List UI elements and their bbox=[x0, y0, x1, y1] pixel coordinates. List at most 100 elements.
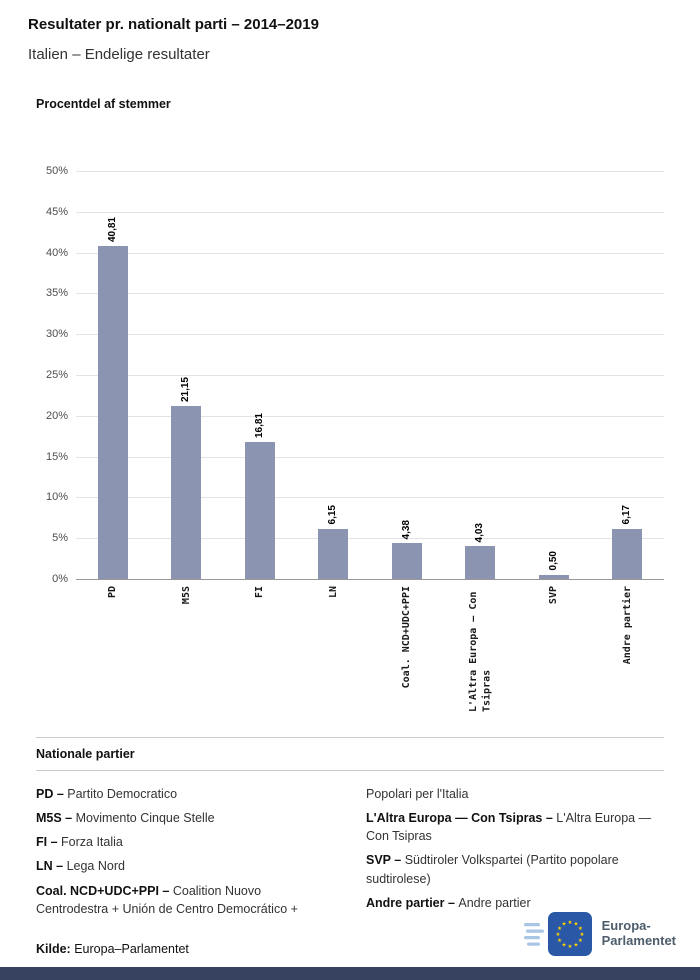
y-axis-tick-label: 40% bbox=[45, 246, 68, 259]
bar-columns: 40,81 21,15 16,81 6,15 4,38 4,03 0,50 6,17 bbox=[76, 171, 664, 579]
european-parliament-logo: ★ ★ ★ ★ ★ ★ ★ ★ ★ ★ ★ ★ Europa- Parlamen… bbox=[523, 912, 676, 956]
bar-value-label: 21,15 bbox=[180, 377, 192, 403]
bar bbox=[391, 543, 422, 579]
y-axis-tick-label: 20% bbox=[45, 409, 68, 422]
bar-value-label: 4,03 bbox=[474, 522, 486, 543]
y-axis-tick-label: 15% bbox=[45, 450, 68, 463]
svg-text:★: ★ bbox=[567, 944, 572, 950]
legend-item: M5S – Movimento Cinque Stelle bbox=[36, 811, 215, 826]
bar-value-label: 6,17 bbox=[621, 505, 633, 525]
svg-text:★: ★ bbox=[579, 932, 584, 938]
svg-text:★: ★ bbox=[557, 926, 562, 932]
bar-column: 4,03 bbox=[444, 171, 518, 579]
svg-text:★: ★ bbox=[567, 920, 572, 926]
legend-item: SVP – Südtiroler Volkspartei (Partito po… bbox=[366, 853, 619, 886]
bar bbox=[465, 546, 496, 579]
bar-value-label: 40,81 bbox=[106, 216, 118, 242]
source-value: Europa–Parlamentet bbox=[74, 942, 189, 956]
bar bbox=[318, 528, 349, 579]
legend-item: Andre partier – Andre partier bbox=[366, 895, 531, 910]
bar-column: 21,15 bbox=[150, 171, 224, 579]
y-axis-tick-label: 0% bbox=[52, 573, 68, 585]
gridline bbox=[76, 252, 664, 254]
svg-text:★: ★ bbox=[578, 938, 583, 944]
legend-item: LN – Lega Nord bbox=[36, 859, 125, 874]
report-header: Resultater pr. nationalt parti – 2014–20… bbox=[0, 0, 700, 63]
gridline bbox=[76, 171, 664, 172]
y-axis-tick-label: 5% bbox=[52, 532, 68, 545]
bar-value-label: 6,15 bbox=[327, 505, 339, 525]
page-title: Resultater pr. nationalt parti – 2014–20… bbox=[28, 16, 319, 33]
legend-item: PD – Partito Democratico bbox=[36, 787, 178, 801]
x-axis-label: M5S bbox=[180, 586, 192, 605]
bar-column: 6,15 bbox=[297, 171, 371, 579]
bar bbox=[97, 246, 128, 579]
plot-column: 40,81 21,15 16,81 6,15 4,38 4,03 0,50 6,17 PD M5… bbox=[76, 171, 664, 717]
bar-column: 40,81 bbox=[76, 171, 150, 579]
x-axis-label: L'Altra Europa — Con Tsipras bbox=[467, 591, 493, 712]
x-axis-label: FI bbox=[254, 586, 265, 599]
x-axis-label: Coal. NCD+UDC+PPI bbox=[401, 586, 412, 689]
x-axis-baseline bbox=[76, 579, 664, 580]
bar-column: 0,50 bbox=[517, 171, 591, 579]
svg-text:★: ★ bbox=[561, 942, 566, 948]
legend-item: Coal. NCD+UDC+PPI – Coalition Nuovo Cent… bbox=[36, 883, 298, 916]
x-axis-label: LN bbox=[327, 586, 339, 599]
svg-text:★: ★ bbox=[557, 938, 562, 944]
x-axis-label: PD bbox=[107, 586, 118, 599]
bar bbox=[538, 574, 569, 579]
gridline bbox=[76, 497, 664, 499]
x-axis-label: Andre partier bbox=[621, 586, 633, 665]
bar-column: 4,38 bbox=[370, 171, 444, 579]
bar-value-label: 4,38 bbox=[400, 519, 412, 540]
legend-item: L'Altra Europa — Con Tsipras – L'Altra E… bbox=[366, 811, 652, 844]
y-axis-tick-label: 10% bbox=[45, 491, 68, 504]
legend-column: Popolari per l'Italia L'Altra Europa — Co… bbox=[366, 785, 664, 924]
bar-column: 16,81 bbox=[223, 171, 297, 579]
bar-column: 6,17 bbox=[591, 171, 665, 579]
source-line: Kilde: Europa–Parlamentet bbox=[36, 942, 189, 956]
gridline bbox=[76, 375, 664, 376]
logo-wordmark: Europa- Parlamentet bbox=[601, 918, 676, 949]
chart-title: Procentdel af stemmer bbox=[36, 97, 171, 111]
legend-columns: PD – Partito Democratico M5S – Movimento … bbox=[36, 771, 664, 924]
x-axis-label-cell: Coal. NCD+UDC+PPI bbox=[370, 579, 444, 717]
x-axis-label-cell: L'Altra Europa — Con Tsipras bbox=[444, 579, 518, 717]
svg-text:★: ★ bbox=[573, 942, 578, 948]
svg-text:★: ★ bbox=[555, 932, 560, 938]
x-axis-label-cell: SVP bbox=[517, 579, 591, 717]
plot-area: 40,81 21,15 16,81 6,15 4,38 4,03 0,50 6,17 bbox=[76, 171, 664, 580]
bar-value-label: 16,81 bbox=[253, 412, 265, 438]
national-parties-section: Nationale partier PD – Partito Democrati… bbox=[36, 737, 664, 924]
bottom-accent-bar bbox=[0, 967, 700, 980]
eu-flag-icon: ★ ★ ★ ★ ★ ★ ★ ★ ★ ★ ★ ★ bbox=[523, 912, 592, 956]
legend-column: PD – Partito Democratico M5S – Movimento … bbox=[36, 785, 334, 924]
svg-text:★: ★ bbox=[561, 922, 566, 928]
x-axis-label-cell: PD bbox=[76, 579, 150, 717]
bar bbox=[171, 406, 202, 579]
y-axis-tick-label: 35% bbox=[45, 287, 68, 300]
x-axis-label-cell: LN bbox=[297, 579, 371, 717]
y-axis-tick-label: 30% bbox=[45, 328, 68, 341]
y-axis-tick-label: 25% bbox=[45, 369, 68, 381]
gridline bbox=[76, 334, 664, 336]
chart-grid: 50% 45% 40% 35% 30% 25% 20% 15% 10% 5% 0% 40,81 21,… bbox=[36, 165, 664, 717]
x-axis-label-cell: M5S bbox=[150, 579, 224, 717]
y-axis: 50% 45% 40% 35% 30% 25% 20% 15% 10% 5% 0% bbox=[36, 165, 76, 585]
bar bbox=[244, 441, 275, 579]
page-subtitle: Italien – Endelige resultater bbox=[28, 46, 210, 63]
gridline bbox=[76, 293, 664, 295]
svg-text:★: ★ bbox=[573, 922, 578, 928]
legend-item: Popolari per l'Italia bbox=[366, 787, 469, 801]
x-axis-label: SVP bbox=[548, 586, 559, 605]
gridline bbox=[76, 538, 664, 540]
gridline bbox=[76, 415, 664, 417]
bar-chart: 50% 45% 40% 35% 30% 25% 20% 15% 10% 5% 0% 40,81 21,… bbox=[36, 165, 664, 717]
page-footer: Kilde: Europa–Parlamentet ★ ★ ★ ★ ★ ★ ★ … bbox=[36, 912, 676, 956]
logo-wordmark-line1: Europa- bbox=[601, 918, 651, 934]
y-axis-tick-label: 45% bbox=[45, 205, 68, 218]
gridline bbox=[76, 456, 664, 458]
legend-title: Nationale partier bbox=[36, 737, 664, 771]
legend-item: FI – Forza Italia bbox=[36, 835, 123, 850]
x-axis-label-cell: FI bbox=[223, 579, 297, 717]
